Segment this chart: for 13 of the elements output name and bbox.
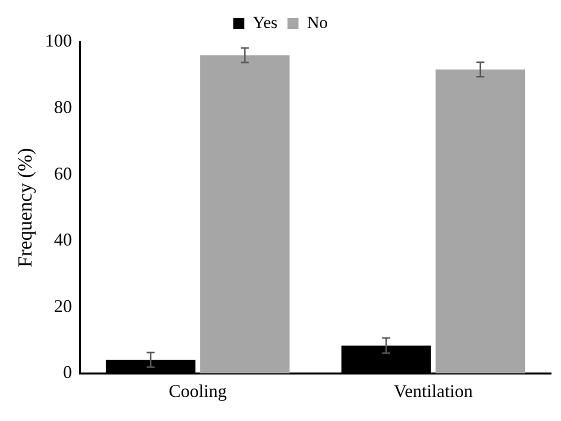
x-tick-label: Ventilation: [394, 380, 473, 401]
legend-label: Yes: [252, 12, 278, 32]
y-tick-label: 60: [54, 163, 72, 184]
x-tick-label: Cooling: [168, 380, 227, 401]
y-tick-label: 100: [45, 30, 72, 51]
bar: [200, 55, 290, 374]
y-tick-label: 40: [54, 230, 72, 250]
y-tick-label: 0: [63, 362, 72, 382]
y-tick-label: 20: [54, 296, 72, 316]
y-tick-label: 80: [54, 97, 72, 118]
y-axis-title: Frequency (%): [14, 148, 36, 268]
legend-label: No: [306, 12, 328, 32]
bar: [436, 70, 526, 374]
